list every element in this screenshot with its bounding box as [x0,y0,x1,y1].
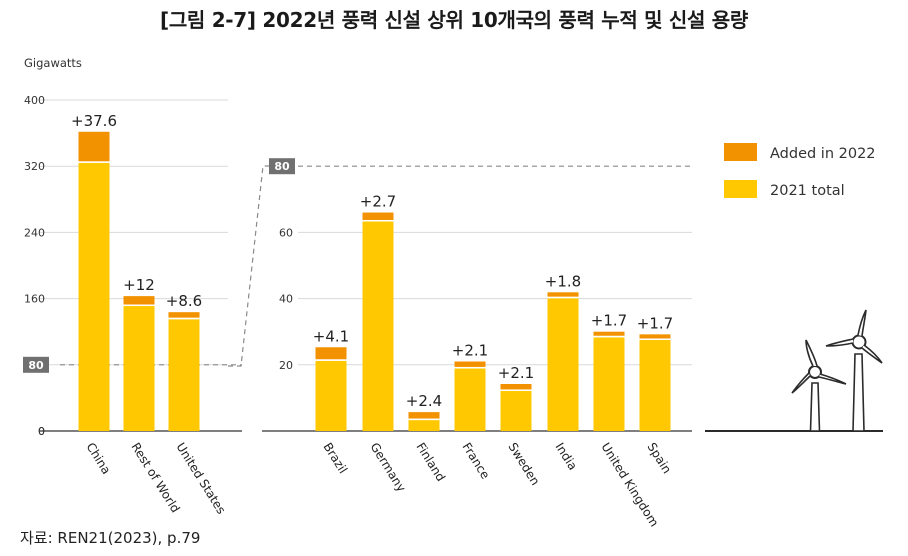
legend-label-base: 2021 total [770,183,845,199]
data-label: +2.7 [360,193,396,211]
zoom-connector-line [228,165,295,367]
bar-added-2022 [639,334,671,339]
bar-added-2022 [123,296,155,305]
bar-2021-total [500,390,532,431]
category-label: China [83,440,113,476]
highlight-tick-label: 80 [28,359,44,372]
highlight-tick-marker [269,158,295,175]
data-label: +2.4 [406,392,442,410]
figure-title: [그림 2-7] 2022년 풍력 신설 상위 10개국의 풍력 누적 및 신설… [159,8,748,32]
y-tick-label: 320 [24,160,45,173]
right-panel-bars [315,212,671,431]
bar-2021-total [362,221,394,431]
data-label: +2.1 [498,364,534,382]
y-tick-label: 400 [24,94,45,107]
data-label: +12 [123,276,155,294]
legend-swatch-base [724,180,757,198]
highlight-tick-marker [23,356,49,373]
bar-2021-total [123,306,155,431]
bar-added-2022 [547,292,579,297]
bar-added-2022 [454,361,486,367]
data-label: +4.1 [313,327,349,345]
bar-added-2022 [315,347,347,360]
data-label: +37.6 [71,112,117,130]
bar-2021-total [454,368,486,431]
legend-label-added: Added in 2022 [770,146,876,162]
y-tick-label: 0 [38,425,45,438]
left-panel-bars [78,131,200,431]
bar-2021-total [639,339,671,431]
category-label: France [459,440,492,481]
category-label: Rest of World [128,440,182,515]
data-label: +2.1 [452,341,488,359]
data-label: +8.6 [166,292,202,310]
legend: Added in 2022 2021 total [724,143,876,199]
category-label: Sweden [505,440,542,488]
bar-added-2022 [408,412,440,419]
bar-added-2022 [78,131,110,162]
highlight-tick-label: 80 [274,160,290,173]
bar-2021-total [547,298,579,431]
bar-2021-total [78,162,110,431]
bar-2021-total [168,319,200,431]
bar-2021-total [315,360,347,431]
y-tick-label: 160 [24,293,45,306]
data-label: +1.8 [545,272,581,290]
bar-added-2022 [168,312,200,318]
y-tick-label: 40 [279,293,293,306]
data-label: +1.7 [637,314,673,332]
legend-swatch-added [724,143,757,161]
category-label: India [552,440,579,472]
bar-added-2022 [593,331,625,336]
category-label: Germany [367,440,408,494]
y-tick-label: 240 [24,226,45,239]
y-tick-label: 20 [279,359,293,372]
left-panel-grid: 0160240320400800 [23,94,242,438]
y-tick-label: 60 [279,226,293,239]
bar-2021-total [408,420,440,431]
data-label: +1.7 [591,312,627,330]
bar-added-2022 [362,212,394,220]
source-note: 자료: REN21(2023), p.79 [20,529,201,547]
category-label: Finland [413,440,448,484]
bar-added-2022 [500,383,532,390]
category-label: Spain [644,440,674,476]
category-label: Brazil [320,440,350,476]
wind-turbine-illustration [705,309,883,432]
bar-2021-total [593,337,625,431]
y-axis-unit-label: Gigawatts [24,56,82,70]
